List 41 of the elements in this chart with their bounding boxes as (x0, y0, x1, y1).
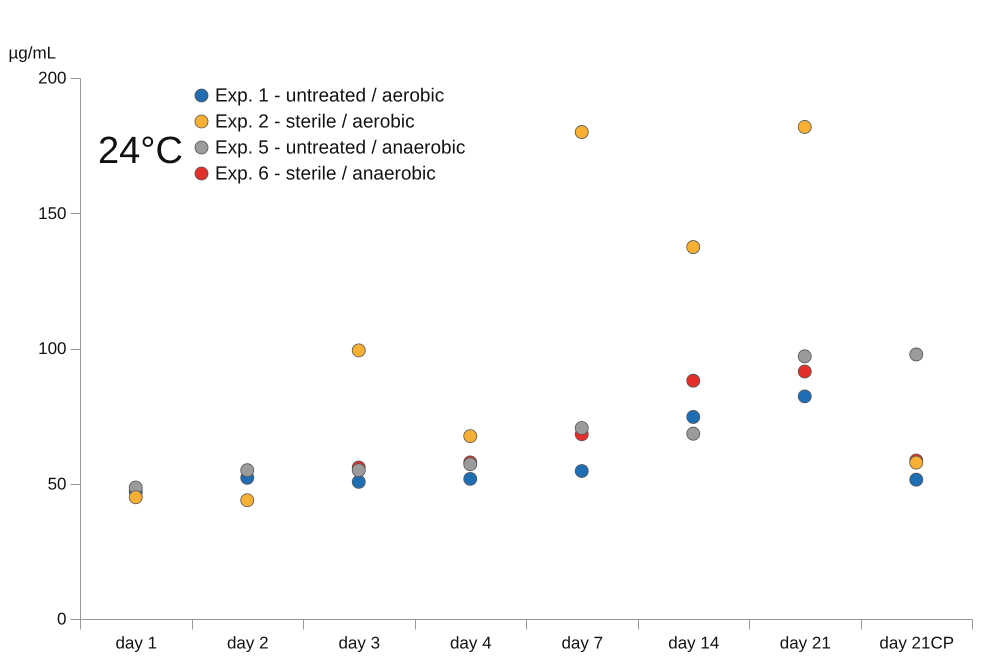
point (574, 464, 589, 478)
point (463, 472, 478, 486)
legend-label: Exp. 1 - untreated / aerobic (215, 86, 444, 106)
point (798, 349, 812, 364)
point (798, 120, 812, 134)
x-tick-label: day 7 (561, 634, 604, 652)
annotation: 24°C (98, 130, 183, 172)
point (574, 421, 589, 435)
point (352, 343, 366, 358)
point (128, 490, 143, 504)
y-tick-label: 0 (57, 610, 66, 628)
point (240, 463, 254, 478)
point (240, 493, 254, 508)
point (909, 472, 924, 487)
point (352, 463, 366, 478)
x-tick-label: day 4 (450, 634, 492, 652)
x-tick-label: day 3 (338, 634, 380, 652)
point (909, 456, 924, 470)
point (352, 474, 366, 489)
point (686, 240, 700, 254)
point (463, 429, 478, 444)
x-tick-label: day 14 (668, 634, 720, 652)
x-tick-label: day 1 (115, 634, 158, 652)
legend-label: Exp. 6 - sterile / anaerobic (215, 164, 436, 184)
point (686, 426, 700, 441)
point (798, 364, 812, 378)
legend-label: Exp. 2 - sterile / aerobic (215, 112, 415, 132)
point (798, 389, 812, 404)
y-tick-label: 150 (38, 204, 66, 223)
x-tick-label: day 21 (780, 634, 831, 652)
x-tick-label: day 21CP (879, 634, 954, 652)
y-tick-label: 100 (38, 339, 66, 358)
y-tick-label: 50 (48, 474, 66, 494)
y-tick-label: 200 (38, 68, 66, 88)
legend-label: Exp. 5 - untreated / anaerobic (215, 138, 466, 158)
point (909, 348, 924, 362)
point (574, 125, 589, 140)
point (686, 374, 700, 388)
y-axis-title: µg/mL (8, 44, 56, 62)
x-tick-label: day 2 (226, 634, 269, 652)
point (686, 410, 700, 424)
